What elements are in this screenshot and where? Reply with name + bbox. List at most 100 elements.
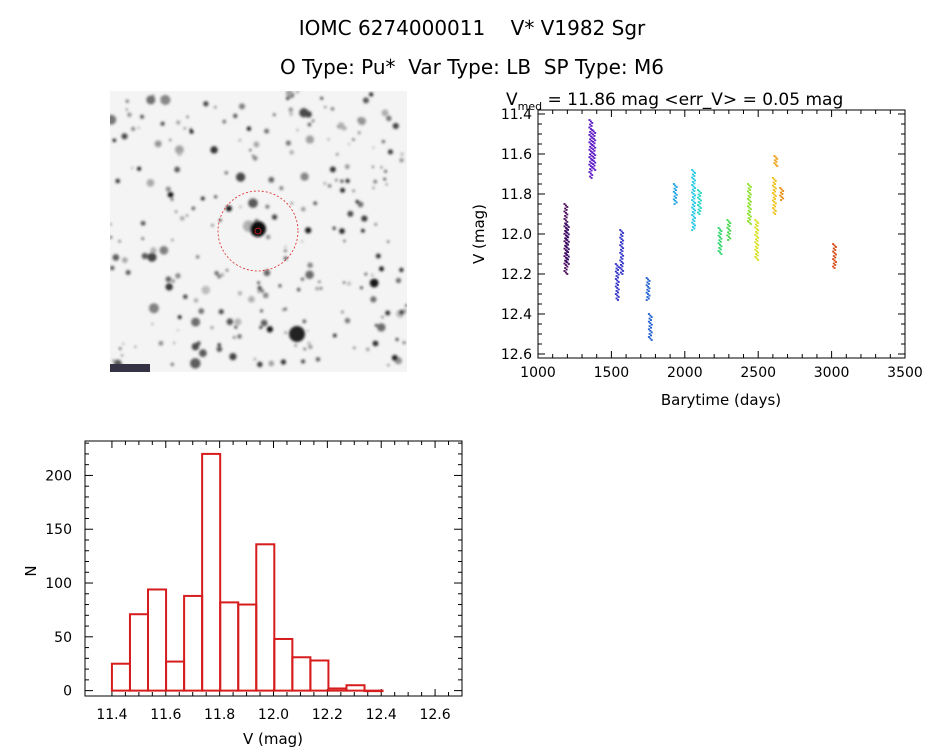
sky-star: [159, 245, 169, 255]
lc-data-point: [565, 242, 568, 245]
sky-star: [355, 200, 360, 204]
sky-star: [237, 334, 242, 339]
lc-data-point: [646, 281, 649, 284]
sky-star: [371, 165, 375, 168]
sky-star: [185, 214, 189, 217]
lc-data-point: [616, 294, 619, 297]
lc-data-point: [589, 168, 592, 170]
sky-star: [118, 240, 121, 243]
lc-data-point: [620, 253, 623, 256]
lc-data-point: [650, 319, 653, 322]
sky-star: [257, 290, 260, 293]
lc-data-point: [754, 241, 757, 244]
lc-data-point: [780, 188, 783, 191]
lc-data-point: [694, 187, 697, 189]
sky-star: [400, 152, 404, 156]
lc-data-point: [691, 181, 694, 183]
sky-star: [392, 122, 399, 130]
hist-xtick-label: 11.4: [96, 707, 127, 723]
lc-data-point: [592, 163, 595, 165]
lc-data-point: [726, 219, 729, 221]
sky-star: [200, 196, 205, 201]
lc-data-point: [589, 120, 592, 123]
hist-bar: [201, 452, 222, 692]
lc-data-point: [591, 166, 594, 168]
lc-data-point: [672, 198, 675, 201]
lc-data-point: [650, 326, 653, 329]
sky-star: [357, 201, 364, 208]
hist-bar: [309, 659, 330, 692]
sky-star: [307, 341, 311, 346]
sky-star: [344, 317, 351, 324]
sky-star: [300, 359, 306, 364]
lc-data-point: [589, 128, 592, 130]
sky-star: [268, 360, 275, 367]
lc-data-point: [699, 192, 702, 194]
lc-data-point: [749, 189, 752, 191]
sky-star: [289, 150, 294, 155]
sky-star: [302, 319, 307, 324]
lc-data-point: [673, 187, 676, 190]
lc-data-point: [590, 125, 593, 127]
lc-data-point: [592, 145, 595, 148]
lc-data-point: [833, 259, 836, 262]
sky-star: [225, 205, 232, 212]
lc-data-point: [589, 150, 592, 153]
lc-data-point: [698, 213, 701, 215]
lc-data-point: [617, 296, 620, 298]
lc-data-point: [746, 183, 749, 185]
hist-xtick-label: 12.0: [258, 707, 289, 723]
lc-data-point: [589, 172, 592, 175]
lc-data-point: [564, 260, 567, 262]
lc-data-point: [564, 267, 567, 269]
lc-data-point: [588, 163, 591, 166]
sky-star: [265, 204, 270, 209]
lc-data-point: [747, 217, 750, 219]
lc-data-point: [620, 260, 623, 263]
lc-data-point: [622, 270, 625, 272]
sky-star: [191, 206, 196, 211]
lc-data-point: [649, 329, 652, 332]
lc-data-point: [774, 190, 777, 193]
sky-star: [233, 113, 238, 119]
lc-data-point: [563, 270, 566, 272]
lc-data-point: [746, 205, 749, 208]
lc-data-point: [698, 190, 701, 193]
sky-star: [248, 295, 255, 303]
sky-star: [226, 318, 234, 326]
lc-data-point: [617, 281, 620, 283]
lc-data-point: [773, 186, 776, 188]
sky-star: [353, 346, 356, 350]
lc-data-point: [832, 250, 835, 253]
lc-data-point: [594, 161, 597, 164]
lc-data-point: [728, 232, 731, 235]
lc-data-point: [774, 210, 777, 212]
sky-star: [303, 347, 307, 351]
lc-data-point: [619, 259, 622, 262]
lc-data-point: [749, 208, 752, 211]
lc-data-point: [565, 209, 568, 211]
lc-data-point: [564, 207, 567, 210]
hist-bar: [273, 637, 294, 692]
sky-star: [336, 153, 339, 156]
lc-data-point: [772, 189, 775, 191]
lc-data-point: [748, 199, 751, 202]
lc-data-point: [647, 290, 650, 293]
lc-data-point: [649, 322, 652, 325]
lc-data-point: [727, 236, 730, 238]
sky-star: [308, 344, 313, 350]
lc-data-point: [832, 258, 835, 260]
sky-star: [201, 285, 211, 295]
lc-data-point: [566, 246, 569, 249]
lc-data-point: [592, 137, 595, 140]
sky-star: [305, 270, 314, 280]
lc-data-point: [589, 160, 592, 163]
lc-data-point: [719, 248, 722, 251]
sky-star: [175, 273, 181, 279]
lc-data-point: [675, 201, 678, 204]
sky-star: [122, 342, 125, 346]
sky-star: [218, 309, 224, 315]
lc-data-point: [589, 130, 592, 133]
lc-data-point: [718, 246, 721, 249]
sky-star: [284, 245, 287, 248]
